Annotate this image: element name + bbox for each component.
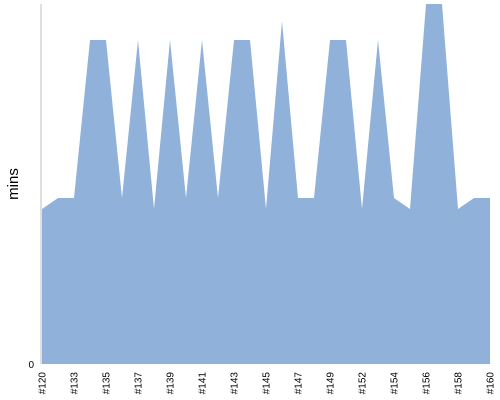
x-tick-label: #141 bbox=[198, 372, 209, 395]
x-tick-label: #137 bbox=[134, 372, 145, 395]
x-tick-layer: #120 #133 #135 #137 #139 #141 #143 #145 #147 #149… bbox=[38, 372, 497, 395]
y-tick-layer: 0 bbox=[28, 360, 34, 371]
x-tick-label: #145 bbox=[262, 372, 273, 395]
series-area bbox=[42, 4, 490, 364]
x-tick-label: #149 bbox=[326, 372, 337, 395]
x-tick-label: #120 bbox=[38, 372, 49, 395]
x-tick-label: #133 bbox=[70, 372, 81, 395]
y-tick-label: 0 bbox=[28, 360, 34, 371]
x-tick-label: #139 bbox=[166, 372, 177, 395]
x-tick-label: #143 bbox=[230, 372, 241, 395]
x-tick-label: #154 bbox=[390, 372, 401, 395]
y-axis-label: mins bbox=[5, 168, 22, 200]
x-tick-label: #152 bbox=[358, 372, 369, 395]
x-tick-label: #160 bbox=[486, 372, 497, 395]
x-tick-label: #147 bbox=[294, 372, 305, 395]
x-tick-label: #158 bbox=[454, 372, 465, 395]
x-tick-label: #156 bbox=[422, 372, 433, 395]
area-layer bbox=[42, 4, 490, 364]
x-tick-label: #135 bbox=[102, 372, 113, 395]
